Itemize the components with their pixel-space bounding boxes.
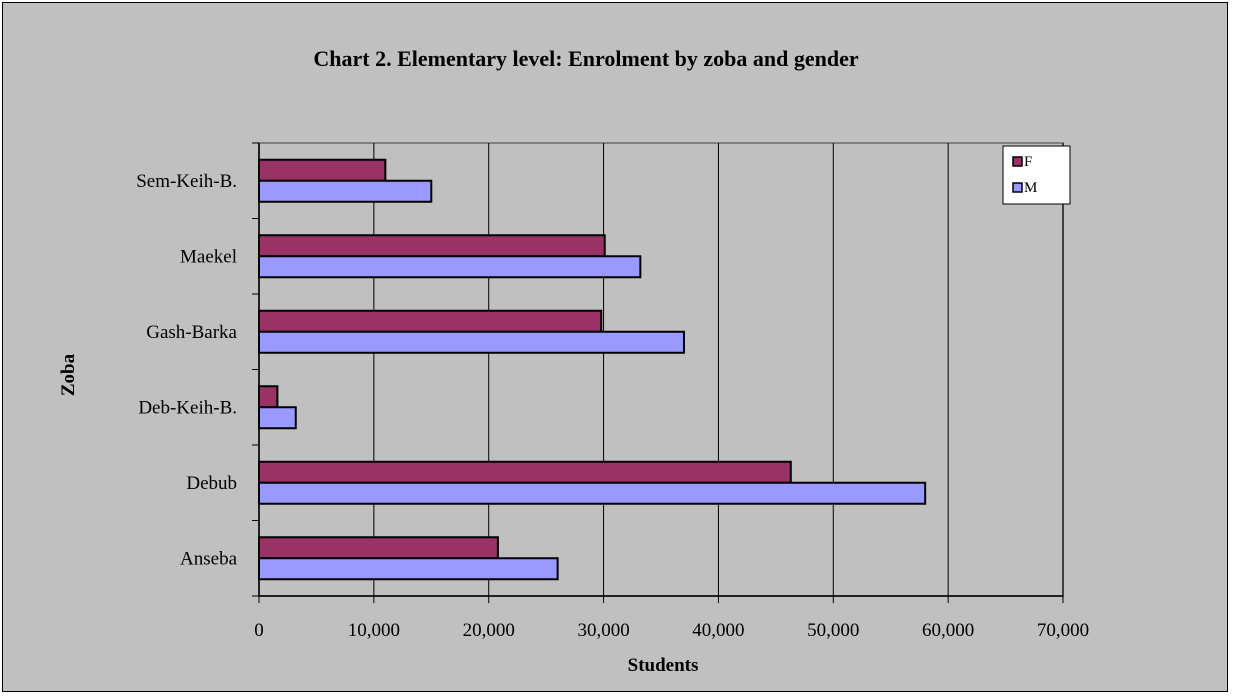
legend-label-m: M bbox=[1024, 180, 1037, 196]
y-tick-label: Gash-Barka bbox=[146, 322, 237, 343]
bar-m bbox=[258, 406, 297, 430]
legend: FM bbox=[1002, 145, 1071, 205]
y-tick-label: Anseba bbox=[180, 548, 238, 569]
bar-f bbox=[258, 460, 792, 484]
bar-f bbox=[258, 158, 387, 182]
bar-m bbox=[258, 179, 433, 203]
x-axis-title: Students bbox=[628, 655, 699, 676]
bar-m bbox=[258, 481, 927, 505]
plot-background bbox=[258, 142, 1064, 597]
bar-f bbox=[258, 234, 606, 258]
plot-area: 0 10,000 20,000 30,000 40,000 50,000 60,000 70,… bbox=[136, 142, 1089, 641]
y-axis-title: Zoba bbox=[58, 353, 79, 396]
bar-m bbox=[258, 330, 685, 354]
bar-m bbox=[258, 557, 559, 581]
x-tick-label: 40,000 bbox=[692, 620, 744, 641]
bar-f bbox=[258, 536, 499, 560]
x-tick-label: 50,000 bbox=[807, 620, 859, 641]
legend-swatch-f bbox=[1012, 156, 1023, 167]
bar-f bbox=[258, 309, 603, 333]
legend-box bbox=[1002, 145, 1071, 205]
bar-f bbox=[258, 385, 279, 409]
bar-chart: Chart 2. Elementary level: Enrolment by … bbox=[58, 46, 1089, 676]
y-tick-label: Deb-Keih-B. bbox=[138, 397, 237, 418]
x-tick-label: 0 bbox=[254, 620, 264, 641]
y-tick-label: Maekel bbox=[180, 246, 237, 267]
y-tick-label: Debub bbox=[186, 473, 237, 494]
chart-title: Chart 2. Elementary level: Enrolment by … bbox=[313, 46, 859, 71]
x-tick-label: 70,000 bbox=[1037, 620, 1089, 641]
legend-label-f: F bbox=[1024, 154, 1032, 170]
x-tick-label: 20,000 bbox=[463, 620, 515, 641]
legend-swatch-m bbox=[1012, 182, 1023, 193]
x-tick-label: 60,000 bbox=[922, 620, 974, 641]
x-tick-label: 30,000 bbox=[577, 620, 629, 641]
y-tick-label: Sem-Keih-B. bbox=[136, 171, 237, 192]
bar-m bbox=[258, 255, 642, 279]
x-tick-label: 10,000 bbox=[348, 620, 400, 641]
